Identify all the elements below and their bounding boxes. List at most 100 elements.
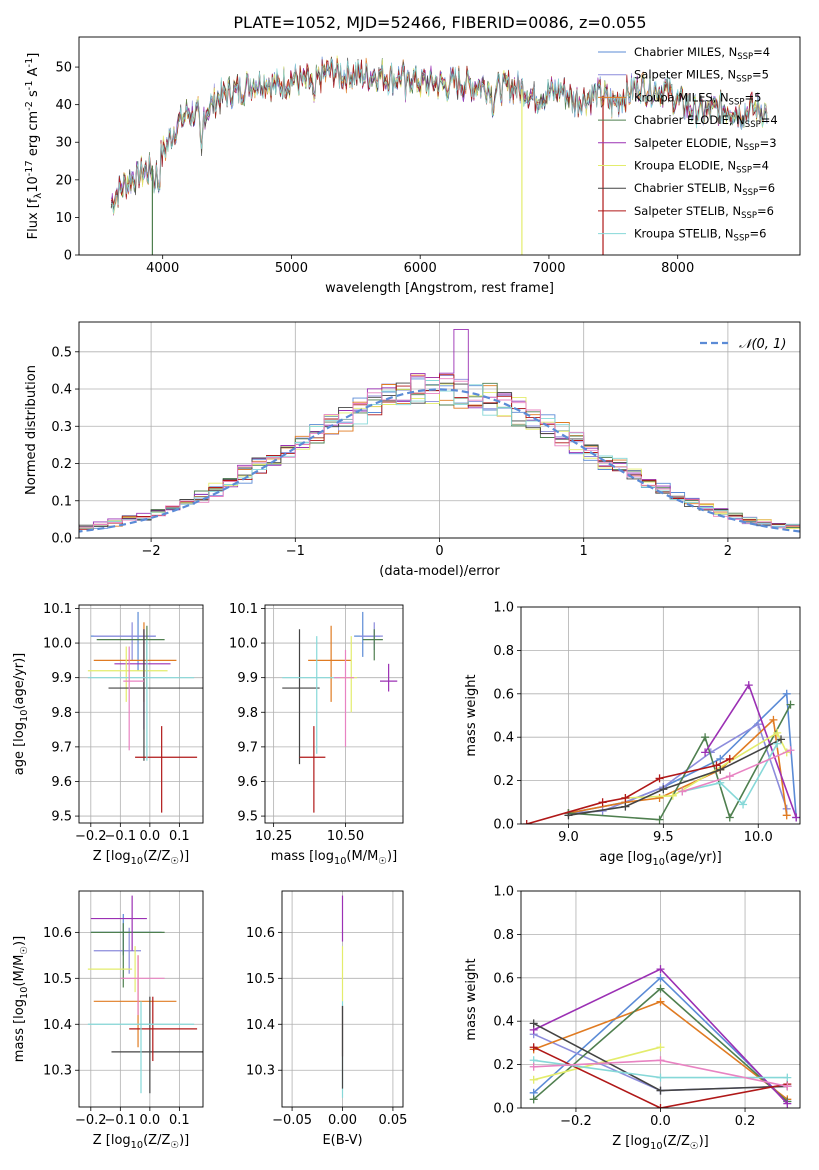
series-marker [783, 1099, 792, 1108]
x-axis-label: Z [log10(Z/Z☉)] [93, 1133, 190, 1151]
series-marker [529, 1019, 538, 1028]
y-tick-label: 10.3 [246, 1064, 275, 1079]
x-tick-label: 0.00 [328, 1113, 357, 1128]
legend-label: Chabrier ELODIE, NSSP=4 [634, 113, 778, 130]
y-tick-label: 10.5 [246, 972, 275, 987]
series-line [682, 743, 778, 806]
legend-label: 𝒩(0, 1) [739, 337, 786, 352]
legend-label: Chabrier MILES, NSSP=4 [634, 45, 770, 62]
y-tick-label: 9.7 [237, 740, 258, 755]
y-tick-label: 0.8 [493, 644, 514, 659]
legend-label: Salpeter STELIB, NSSP=6 [634, 204, 774, 221]
plot-frame [78, 36, 801, 256]
x-tick-label: −0.2 [75, 1113, 107, 1128]
legend-label: Salpeter ELODIE, NSSP=3 [634, 136, 777, 153]
error-bar-point [282, 629, 320, 765]
y-tick-label: 0.5 [51, 345, 72, 360]
series-marker [656, 984, 665, 993]
series-marker [701, 748, 710, 757]
series-marker [621, 802, 630, 811]
spectrum-line [111, 58, 768, 214]
histogram-step [79, 375, 800, 532]
error-bar-point [87, 1001, 195, 1094]
series-line [526, 758, 731, 824]
x-tick-label: 0.1 [169, 829, 190, 844]
x-tick-label: 10.0 [744, 830, 773, 845]
error-bar-point [308, 625, 352, 702]
x-tick-label: 7000 [532, 261, 565, 276]
error-bar-point [93, 622, 156, 661]
y-tick-label: 9.5 [51, 810, 72, 825]
series-marker [656, 1086, 665, 1095]
y-tick-label: 10.4 [246, 1018, 275, 1033]
x-tick-label: 1 [580, 544, 588, 559]
series-marker [725, 813, 734, 822]
plot-content [529, 965, 792, 1108]
series-marker [773, 728, 782, 737]
age-vs-z-panel: −0.2−0.1 0.0 0.1 9.5 9.6 9.7 9.8 9.9 10.0 10.1 Z [… [12, 602, 204, 867]
x-tick-label: 4000 [146, 261, 179, 276]
y-tick-label: 9.8 [51, 706, 72, 721]
x-tick-label: 0.2 [735, 1114, 756, 1129]
age-vs-mass-panel: 10.25 10.50 9.5 9.6 9.7 9.8 9.9 10.0 10.1 mass [l… [229, 602, 404, 867]
series-marker [786, 746, 795, 755]
x-axis-label: mass [log10(M/M☉)] [271, 849, 397, 867]
mass-weight-vs-age-panel: 9.0 9.5 10.0 0.0 0.2 0.4 0.6 0.8 1.0 age [log10(a… [464, 601, 801, 868]
legend-label: Salpeter MILES, NSSP=5 [634, 68, 769, 85]
series-marker [783, 1073, 792, 1082]
y-tick-label: 0.6 [493, 687, 514, 702]
error-bar-point [282, 636, 340, 754]
x-axis-label: age [log10(age/yr)] [599, 850, 722, 868]
series-marker [782, 689, 791, 698]
x-tick-label: 10.50 [327, 829, 364, 844]
error-bar-point [380, 663, 398, 692]
x-tick-label: 0.0 [140, 829, 161, 844]
series-marker [716, 765, 725, 774]
error-bar-point [87, 946, 136, 993]
plot-area [79, 37, 800, 255]
series-marker [529, 1043, 538, 1052]
series-marker [786, 700, 795, 709]
series-marker [725, 754, 734, 763]
series-marker [598, 798, 607, 807]
series-marker [655, 793, 664, 802]
x-tick-label: 9.0 [558, 830, 579, 845]
series-marker [754, 720, 763, 729]
plot-area [265, 605, 403, 823]
plot-content [87, 611, 203, 813]
legend-label: Kroupa MILES, NSSP=5 [634, 90, 761, 107]
y-tick-label: 0.2 [493, 774, 514, 789]
x-tick-label: −0.1 [105, 829, 137, 844]
figure-title: PLATE=1052, MJD=52466, FIBERID=0086, z=0… [233, 13, 646, 32]
x-tick-label: −0.2 [560, 1114, 592, 1129]
series-marker [716, 754, 725, 763]
x-tick-label: 9.5 [653, 830, 674, 845]
x-tick-label: 0 [435, 544, 443, 559]
x-axis-label: E(B-V) [322, 1133, 362, 1148]
series-marker [656, 1043, 665, 1052]
series-marker [529, 1062, 538, 1071]
error-bar-point [87, 639, 195, 761]
series-marker [744, 681, 753, 690]
y-tick-label: 10.5 [43, 972, 72, 987]
legend-label: Kroupa STELIB, NSSP=6 [634, 227, 766, 244]
y-axis-label: Normed distribution [24, 365, 39, 495]
error-bar-point [90, 923, 165, 988]
y-tick-label: 40 [55, 98, 72, 113]
y-tick-label: 9.8 [237, 706, 258, 721]
y-tick-label: 10 [55, 211, 72, 226]
series-marker [659, 785, 668, 794]
plot-frame [264, 604, 404, 824]
series-marker [678, 787, 687, 796]
plot-content [110, 55, 768, 255]
x-tick-label: −1 [286, 544, 305, 559]
y-tick-label: 0.1 [51, 494, 72, 509]
series-line [625, 731, 788, 799]
error-bar-point [123, 646, 144, 751]
y-tick-label: 10.0 [43, 637, 72, 652]
series-marker [529, 1075, 538, 1084]
y-tick-label: 0.0 [493, 818, 514, 833]
y-tick-label: 0.3 [51, 420, 72, 435]
series-marker [668, 791, 677, 800]
